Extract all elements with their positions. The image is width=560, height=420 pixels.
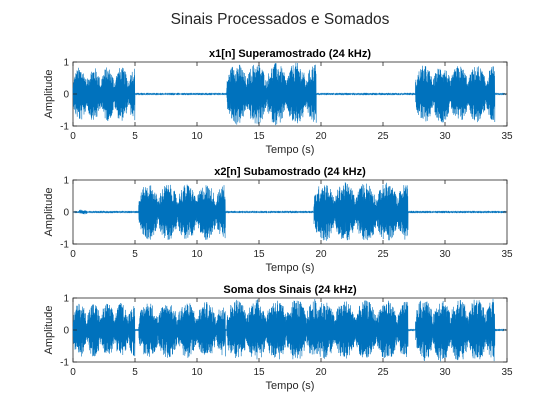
y-tick-label: -1 xyxy=(60,122,69,133)
x-tick-label: 5 xyxy=(132,367,138,378)
x-tick-label: 20 xyxy=(315,367,327,378)
x-axis-label: Tempo (s) xyxy=(266,262,315,274)
x-tick-label: 10 xyxy=(191,367,203,378)
signal-series xyxy=(72,298,507,362)
x-tick-label: 30 xyxy=(439,131,451,142)
y-tick-label: 1 xyxy=(63,294,69,305)
y-axis-label: Amplitude xyxy=(43,70,55,119)
y-tick-label: 1 xyxy=(63,58,69,69)
x-tick-label: 10 xyxy=(191,131,203,142)
x-tick-label: 15 xyxy=(253,367,265,378)
subplot-title: x2[n] Subamostrado (24 kHz) xyxy=(214,166,366,178)
x-axis-label: Tempo (s) xyxy=(266,380,315,392)
y-tick-label: -1 xyxy=(60,240,69,251)
subplot-title: Soma dos Sinais (24 kHz) xyxy=(223,284,357,296)
x-tick-label: 0 xyxy=(70,367,76,378)
x-tick-label: 35 xyxy=(501,131,513,142)
x-tick-label: 30 xyxy=(439,249,451,260)
y-tick-label: 0 xyxy=(63,326,69,337)
y-tick-label: 1 xyxy=(63,176,69,187)
x-tick-label: 0 xyxy=(70,131,76,142)
x-tick-label: 30 xyxy=(439,367,451,378)
y-axis-label: Amplitude xyxy=(43,188,55,237)
x-tick-label: 15 xyxy=(253,249,265,260)
subplot-title: x1[n] Superamostrado (24 kHz) xyxy=(209,48,371,60)
x-tick-label: 25 xyxy=(377,131,389,142)
x-axis-label: Tempo (s) xyxy=(266,144,315,156)
signal-series xyxy=(72,62,507,126)
x-tick-label: 0 xyxy=(70,249,76,260)
x-tick-label: 25 xyxy=(377,367,389,378)
y-tick-label: 0 xyxy=(63,90,69,101)
y-tick-label: 0 xyxy=(63,208,69,219)
x-tick-label: 35 xyxy=(501,367,513,378)
y-axis-label: Amplitude xyxy=(43,306,55,355)
x-tick-label: 10 xyxy=(191,249,203,260)
x-tick-label: 20 xyxy=(315,131,327,142)
x-tick-label: 20 xyxy=(315,249,327,260)
y-tick-label: -1 xyxy=(60,358,69,369)
x-tick-label: 25 xyxy=(377,249,389,260)
x-tick-label: 15 xyxy=(253,131,265,142)
figure-suptitle: Sinais Processados e Somados xyxy=(171,11,390,28)
x-tick-label: 35 xyxy=(501,249,513,260)
x-tick-label: 5 xyxy=(132,131,138,142)
signal-series xyxy=(72,182,507,241)
x-tick-label: 5 xyxy=(132,249,138,260)
